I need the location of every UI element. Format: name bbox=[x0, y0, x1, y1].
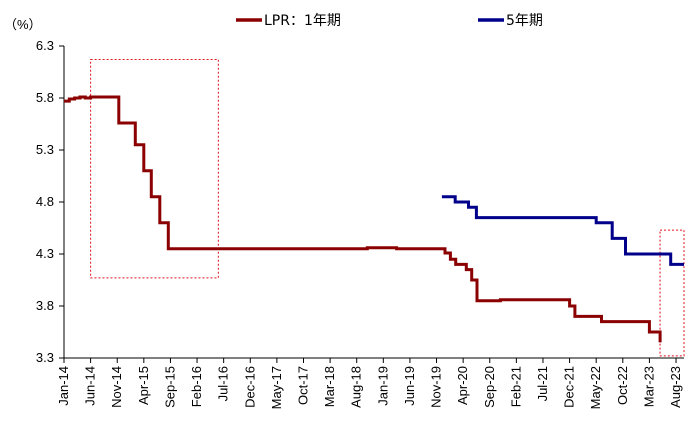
x-tick-label: Apr-15 bbox=[136, 366, 151, 405]
x-tick-label: Mar-18 bbox=[322, 366, 337, 407]
y-tick-label: 6.3 bbox=[36, 38, 54, 53]
x-tick-label: Feb-21 bbox=[508, 366, 523, 407]
y-tick-label: 4.8 bbox=[36, 194, 54, 209]
highlight-box bbox=[659, 229, 685, 357]
x-tick-label: Jan-14 bbox=[56, 366, 71, 406]
x-tick-label: Aug-23 bbox=[668, 366, 683, 408]
y-tick-label: 3.3 bbox=[36, 350, 54, 365]
legend-label-5y: 5年期 bbox=[506, 13, 543, 29]
y-axis-unit-label: （%） bbox=[4, 17, 42, 32]
series-line-lpr-5y bbox=[441, 195, 684, 266]
x-tick-label: Nov-14 bbox=[109, 366, 124, 408]
series-line-lpr-1y bbox=[64, 95, 662, 343]
highlight-box bbox=[90, 59, 219, 279]
x-tick-label: Jul-16 bbox=[216, 366, 231, 401]
x-tick-label: Mar-23 bbox=[641, 366, 656, 407]
y-tick-labels: 6.3 5.8 5.3 4.8 4.3 3.8 3.3 bbox=[36, 38, 54, 365]
y-tick-label: 5.3 bbox=[36, 142, 54, 157]
y-tick-label: 4.3 bbox=[36, 246, 54, 261]
x-tick-label: Apr-20 bbox=[455, 366, 470, 405]
plot-area bbox=[59, 45, 685, 363]
x-tick-label: Aug-18 bbox=[349, 366, 364, 408]
x-tick-label: Oct-17 bbox=[295, 366, 310, 405]
legend: LPR：1年期 5年期 bbox=[236, 13, 543, 29]
x-tick-label: Dec-21 bbox=[562, 366, 577, 408]
x-tick-label: May-17 bbox=[269, 366, 284, 409]
x-tick-label: Jan-19 bbox=[375, 366, 390, 406]
x-tick-label: Jul-21 bbox=[535, 366, 550, 401]
x-tick-labels: Jan-14 Jun-14 Nov-14 Apr-15 Sep-15 Feb-16 Jul-… bbox=[56, 366, 683, 409]
x-tick-label: Dec-16 bbox=[242, 366, 257, 408]
x-tick-label: Sep-20 bbox=[482, 366, 497, 408]
x-tick-label: Nov-19 bbox=[429, 366, 444, 408]
x-tick-label: Sep-15 bbox=[162, 366, 177, 408]
x-tick-label: Oct-22 bbox=[615, 366, 630, 405]
x-tick-label: Jun-19 bbox=[402, 366, 417, 406]
y-tick-label: 5.8 bbox=[36, 90, 54, 105]
legend-label-1y: LPR：1年期 bbox=[264, 13, 341, 29]
x-tick-label: Jun-14 bbox=[83, 366, 98, 406]
x-tick-label: May-22 bbox=[588, 366, 603, 409]
x-tick-label: Feb-16 bbox=[189, 366, 204, 407]
y-tick-label: 3.8 bbox=[36, 298, 54, 313]
